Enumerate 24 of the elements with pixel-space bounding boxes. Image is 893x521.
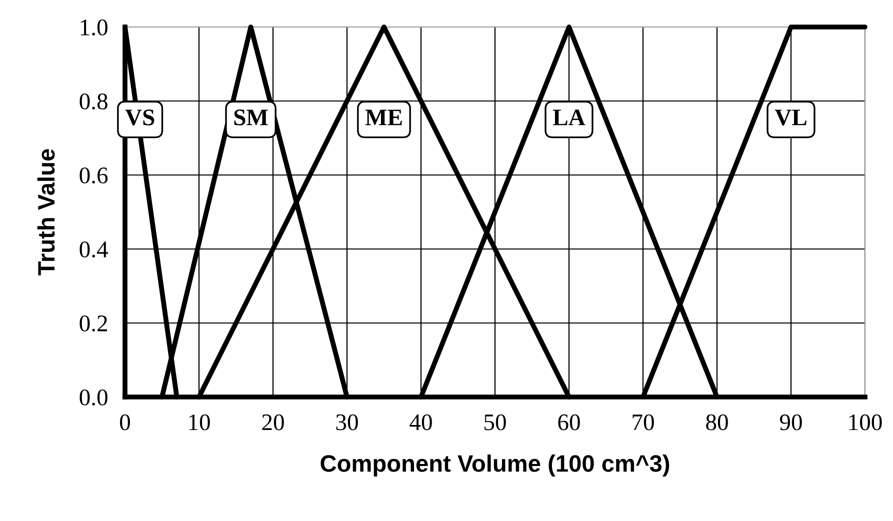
x-tick-label: 80	[706, 414, 728, 430]
x-tick-label: 90	[780, 414, 802, 430]
x-tick-label: 0	[120, 414, 130, 430]
x-tick-label: 70	[632, 414, 654, 430]
x-tick-label: 40	[410, 414, 432, 430]
x-axis-title: Component Volume (100 cm^3)	[320, 454, 670, 477]
x-tick-label: 50	[484, 414, 506, 430]
x-tick-label: 60	[558, 414, 580, 430]
y-tick-label: 1.0	[80, 19, 108, 36]
y-tick-label: 0.4	[80, 241, 108, 258]
x-tick-label: 30	[336, 414, 358, 430]
series-label: ME	[365, 110, 402, 126]
y-axis-title: Truth Value	[37, 149, 55, 276]
x-tick-label: 20	[262, 414, 284, 430]
series-label: VL	[774, 110, 806, 126]
y-tick-label: 0.6	[80, 167, 108, 184]
series-label: VS	[125, 110, 154, 126]
y-tick-label: 0.0	[80, 389, 108, 406]
x-tick-label: 100	[849, 414, 882, 430]
y-tick-label: 0.2	[80, 315, 108, 332]
y-tick-label: 0.8	[80, 93, 108, 110]
x-tick-label: 10	[189, 414, 210, 430]
series-label: SM	[234, 110, 268, 126]
series-label: LA	[553, 110, 586, 126]
